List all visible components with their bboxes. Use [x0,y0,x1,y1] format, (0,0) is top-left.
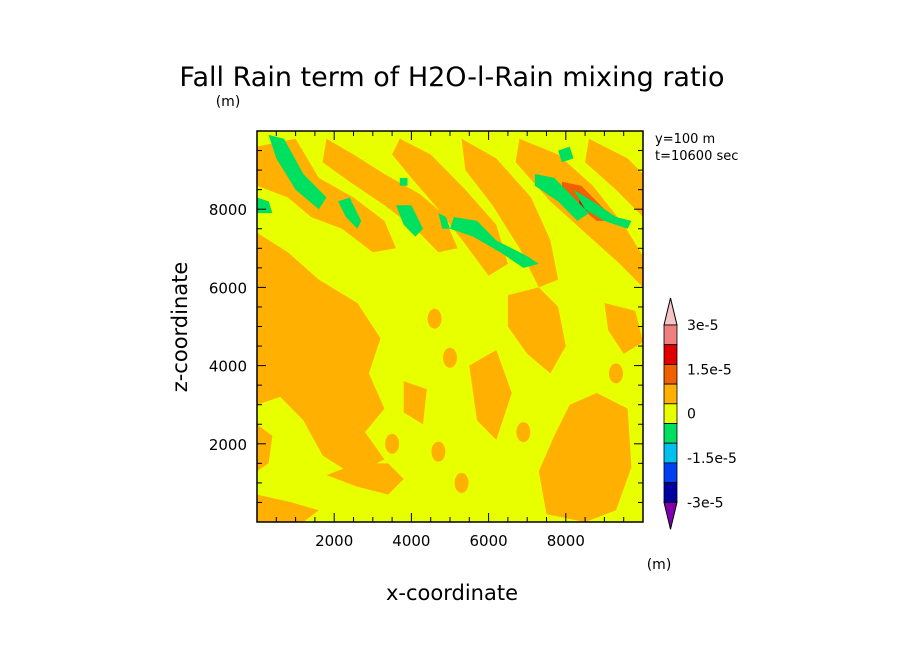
positive-blob [516,422,531,443]
positive-blob [427,308,442,329]
colorbar-label: 0 [687,407,696,423]
positive-blob [284,351,299,372]
colorbar-segment [663,383,678,405]
colorbar-bottom-arrow [663,501,678,530]
positive-blob [331,332,346,353]
negative-band [573,189,632,229]
positive-region [257,494,319,522]
colorbar-label: 1.5e-5 [687,362,732,378]
colorbar-segment [663,482,678,503]
positive-region [326,463,404,495]
negative-band [399,177,408,186]
y-tick-label: 4000 [209,358,247,376]
y-tick-label: 8000 [209,201,247,219]
positive-region [507,287,566,374]
positive-region [403,381,427,425]
x-tick-label: 2000 [315,532,353,550]
colorbar-units: (m) [647,557,672,573]
x-tick-label: 6000 [470,532,508,550]
positive-region [469,350,512,440]
positive-streak [392,138,508,276]
negative-band [268,134,327,210]
y-tick-label: 2000 [209,436,247,454]
positive-blob [454,472,469,493]
title-units: (m) [216,94,241,110]
colorbar-label: -1.5e-5 [687,451,737,467]
info-t: t=10600 sec [655,149,738,164]
info-y: y=100 m [655,132,715,147]
colorbar-label: 3e-5 [687,318,718,334]
positive-region [257,424,273,472]
negative-band [338,197,362,229]
field-contours [257,134,643,522]
positive-region [604,303,643,354]
positive-region [538,393,632,522]
y-tick-label: 6000 [209,279,247,297]
positive-streak [461,138,559,288]
positive-blob [338,371,353,392]
negative-band [450,217,539,268]
x-tick-label: 4000 [392,532,430,550]
negative-band [396,205,423,237]
x-tick-label: 8000 [547,532,585,550]
y-axis-label: z-coordinate [168,262,192,393]
positive-blob [443,347,457,368]
colorbar-segment [663,363,678,385]
plot-area [257,131,643,522]
colorbar-segment [663,403,678,424]
positive-blob [300,308,315,329]
colorbar-label: -3e-5 [687,495,724,511]
colorbar-segment [663,344,678,365]
colorbar-segment [663,324,678,346]
positive-blob [385,433,400,454]
chart-title: Fall Rain term of H2O-l-Rain mixing rati… [179,62,724,93]
colorbar-segment [663,423,678,444]
positive-blob [608,363,623,384]
positive-blob [431,441,446,462]
positive-streak [585,138,643,217]
colorbar-segment [663,462,678,483]
positive-blob [257,324,272,345]
x-axis-label: x-coordinate [386,581,518,605]
colorbar-top-arrow [663,297,678,326]
negative-band [534,174,589,221]
negative-band [438,213,450,229]
positive-streak [322,138,458,253]
positive-region [257,232,385,476]
colorbar: 3e-5 1.5e-5 0 -1.5e-5 -3e-5 [663,297,737,530]
negative-band [558,146,574,163]
axes: 2000 4000 6000 8000 2000 4000 6000 8000 [209,131,643,550]
colorbar-segment [663,442,678,464]
